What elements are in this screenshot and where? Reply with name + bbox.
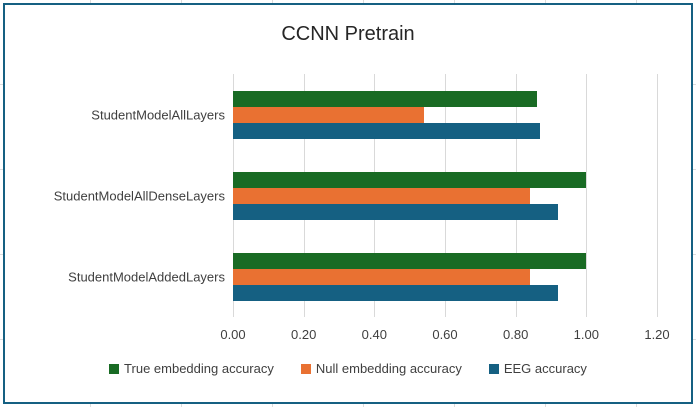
value-axis: 0.00 0.20 0.40 0.60 0.80 1.00 1.20 <box>220 327 669 343</box>
tick-label: 1.20 <box>644 327 670 342</box>
legend-item: EEG accuracy <box>488 361 587 376</box>
legend-label: Null embedding accuracy <box>315 361 462 376</box>
legend-item: Null embedding accuracy <box>300 361 462 376</box>
tick-label: 0.80 <box>503 327 529 342</box>
category-label: StudentModelAllLayers <box>91 107 225 122</box>
gridline <box>657 74 658 317</box>
bar-null-embedding-accuracy <box>233 187 530 204</box>
tick-label: 0.20 <box>291 327 317 342</box>
chart-frame[interactable]: CCNN Pretrain StudentModelAllLayers Stude… <box>3 3 693 404</box>
bar-null-embedding-accuracy <box>233 106 424 123</box>
legend-swatch <box>109 363 120 374</box>
bar-eeg-accuracy <box>233 203 559 220</box>
tick-label: 0.40 <box>361 327 387 342</box>
bar-true-embedding-accuracy <box>233 171 587 188</box>
tick-label: 0.00 <box>220 327 246 342</box>
chart-title: CCNN Pretrain <box>281 23 415 45</box>
bar-null-embedding-accuracy <box>233 268 530 285</box>
bar-eeg-accuracy <box>233 122 541 139</box>
legend-swatch <box>300 363 311 374</box>
category-label: StudentModelAddedLayers <box>68 269 225 284</box>
legend-label: True embedding accuracy <box>124 361 274 376</box>
bar-true-embedding-accuracy <box>233 90 537 107</box>
category-axis: StudentModelAllLayers StudentModelAllDens… <box>5 74 225 317</box>
legend-item: True embedding accuracy <box>109 361 274 376</box>
bar-true-embedding-accuracy <box>233 252 587 269</box>
tick-label: 0.60 <box>432 327 458 342</box>
bar-eeg-accuracy <box>233 284 559 301</box>
plot-area <box>233 74 658 317</box>
legend-swatch <box>488 363 499 374</box>
gridline <box>586 74 588 317</box>
legend: True embedding accuracy Null embedding ac… <box>5 361 691 376</box>
legend-label: EEG accuracy <box>503 361 587 376</box>
category-label: StudentModelAllDenseLayers <box>53 188 225 203</box>
tick-label: 1.00 <box>573 327 599 342</box>
